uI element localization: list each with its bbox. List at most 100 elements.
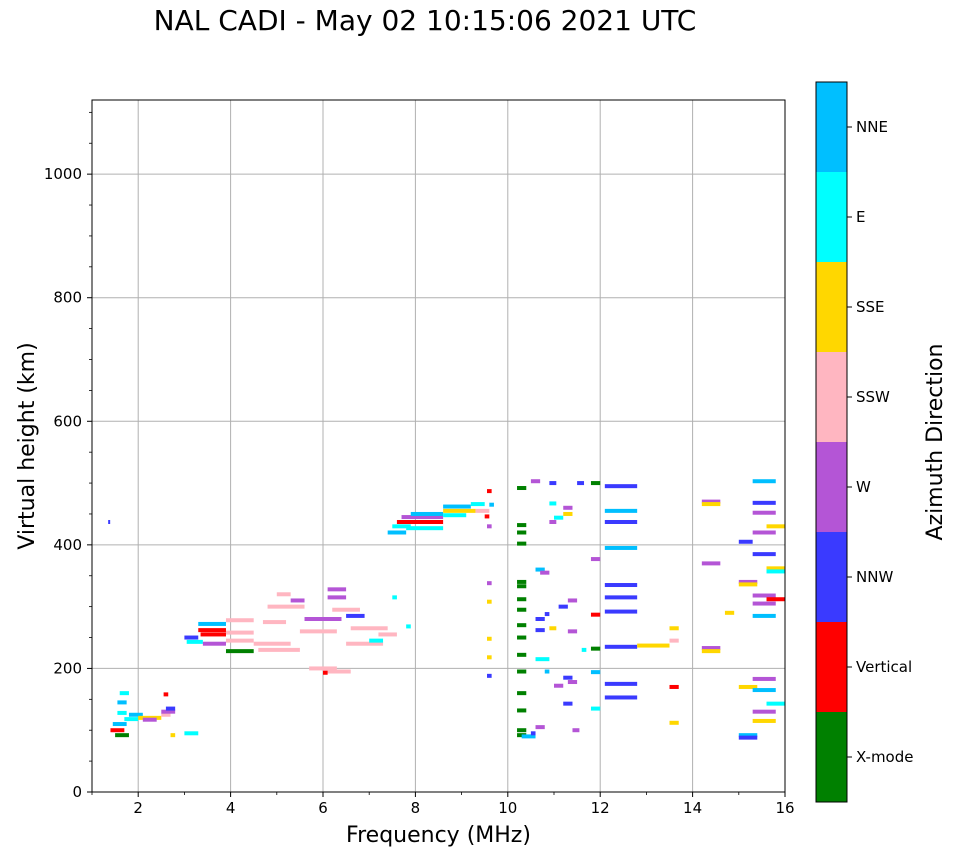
echo-trace [590,557,601,562]
echo-trace [198,628,226,633]
echo-trace [535,657,550,662]
echo-trace [517,691,527,696]
echo-trace [392,524,411,529]
echo-trace [517,597,527,602]
colorbar-tick-label: NNW [856,568,893,586]
y-tick-label: 200 [53,659,82,677]
echo-trace [752,718,776,723]
echo-trace [738,733,758,738]
echo-trace [540,570,550,575]
x-tick-label: 4 [226,799,236,817]
echo-trace [165,706,176,711]
echo-trace [475,508,490,513]
echo-trace [517,728,527,733]
echo-trace [487,524,492,529]
echo-trace [517,652,527,657]
x-axis-ticks: 2 4 6 8 10 12 14 16 [91,792,795,817]
echo-trace [563,505,573,510]
echo-trace [701,502,721,507]
echo-trace [766,597,785,602]
echo-trace [142,717,157,722]
echo-trace [517,635,527,640]
colorbar-tick-label: Vertical [856,658,912,676]
echo-trace [604,484,638,489]
echo-trace [604,519,638,524]
echo-trace [590,646,601,651]
echo-trace [115,733,129,738]
echo-trace [396,519,444,524]
echo-trace [549,501,557,506]
echo-trace [470,502,485,507]
echo-trace [517,669,527,674]
echo-trace [554,515,564,520]
echo-trace [350,626,388,631]
colorbar-label: Azimuth Direction [923,343,948,540]
echo-trace [327,587,347,592]
echo-traces [108,479,785,740]
echo-trace [752,530,776,535]
y-tick-label: 1000 [44,165,82,183]
echo-trace [669,626,679,631]
echo-trace [572,728,580,733]
x-tick-label: 12 [591,799,610,817]
echo-trace [119,691,129,696]
echo-trace [161,709,176,714]
echo-trace [406,526,444,531]
echo-trace [443,513,467,518]
echo-trace [530,731,536,736]
echo-trace [604,695,638,700]
x-tick-label: 10 [498,799,517,817]
echo-trace [332,607,360,612]
echo-trace [544,669,550,674]
echo-trace [752,479,776,484]
echo-trace [581,647,587,652]
colorbar-tick-label: E [856,208,865,226]
echo-trace [604,583,638,588]
echo-trace [184,731,199,736]
echo-trace [752,552,776,557]
echo-trace [604,609,638,614]
echo-trace [604,545,638,550]
y-tick-label: 800 [53,289,82,307]
echo-trace [567,680,578,685]
x-tick-label: 8 [411,799,421,817]
echo-trace [186,639,203,644]
colorbar-tick-label: SSW [856,388,890,406]
colorbar-tick-label: NNE [856,118,888,136]
echo-trace [535,628,545,633]
echo-trace [752,593,776,598]
echo-trace [701,561,721,566]
echo-trace [766,701,785,706]
echo-trace [401,515,444,520]
echo-trace [590,612,601,617]
echo-trace [563,675,573,680]
echo-trace [387,530,407,535]
echo-trace [752,510,776,515]
echo-trace [487,599,492,604]
echo-trace [327,595,347,600]
echo-trace [669,720,679,725]
plot-frame [91,99,786,793]
x-axis-label: Frequency (MHz) [346,823,531,848]
grid-lines [92,100,786,793]
echo-trace [487,655,492,660]
colorbar-segment [816,172,847,262]
echo-trace [378,632,397,637]
echo-trace [738,579,758,584]
echo-trace [392,595,397,600]
echo-trace [163,692,169,697]
echo-trace [369,638,384,643]
echo-trace [535,725,545,730]
echo-trace [108,519,111,524]
echo-trace [558,604,568,609]
echo-trace [766,569,785,574]
y-tick-label: 0 [72,783,82,801]
echo-trace [752,500,776,505]
echo-trace [549,519,557,524]
echo-trace [225,649,254,654]
echo-trace [198,621,226,626]
echo-trace [544,612,550,617]
echo-trace [410,511,444,516]
echo-trace [535,567,545,572]
echo-trace [200,632,226,637]
